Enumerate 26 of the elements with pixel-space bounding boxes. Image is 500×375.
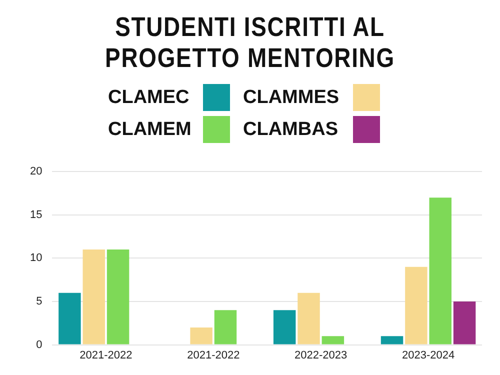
- y-tick-label: 5: [36, 296, 42, 308]
- bar: [380, 336, 404, 344]
- chart-title: STUDENTI ISCRITTI AL PROGETTO MENTORING: [104, 12, 396, 74]
- bar: [429, 198, 452, 344]
- legend-label: CLAMEC: [108, 86, 190, 110]
- x-tick-label: 2021-2022: [80, 349, 132, 362]
- x-tick-label: 2022-2023: [294, 349, 348, 362]
- y-tick-label: 20: [30, 166, 42, 178]
- bar: [273, 310, 296, 344]
- x-tick-label: 2023-2024: [402, 349, 455, 362]
- bar: [82, 250, 105, 344]
- bar: [298, 292, 320, 344]
- legend-label: CLAMBAS: [243, 118, 339, 142]
- bar: [58, 292, 81, 344]
- y-tick-label: 10: [30, 252, 42, 264]
- legend-label: CLAMMES: [243, 86, 340, 110]
- x-tick-label: 2021-2022: [187, 349, 240, 362]
- y-tick-label: 15: [30, 208, 42, 221]
- bar: [322, 336, 344, 344]
- bar: [453, 302, 476, 344]
- bar: [405, 266, 428, 344]
- legend-label: CLAMEM: [108, 118, 192, 142]
- bar: [106, 250, 130, 344]
- bar: [190, 327, 212, 344]
- y-tick-label: 0: [36, 338, 42, 351]
- bar: [214, 310, 237, 344]
